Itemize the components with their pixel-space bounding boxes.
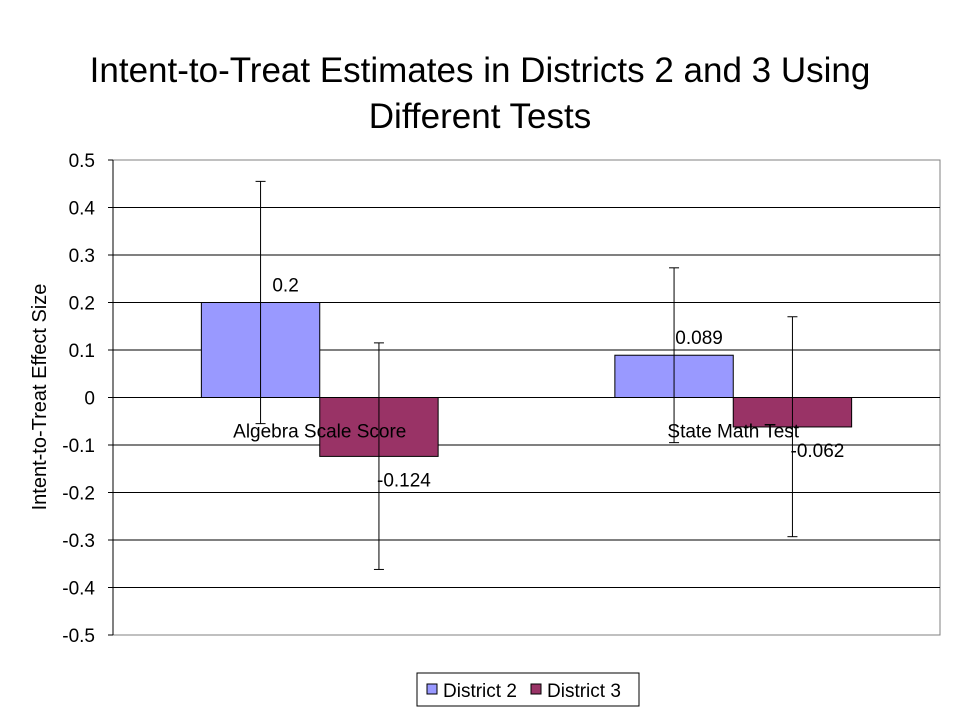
y-tick-label: 0.4 (69, 199, 96, 220)
category-labels: Algebra Scale Score State Math Test (233, 422, 800, 443)
y-tick-label: -0.3 (62, 531, 95, 552)
legend-swatch-district-3 (530, 683, 542, 695)
y-tick-label: 0.2 (69, 294, 95, 315)
chart-title-line-2: Different Tests (368, 97, 592, 136)
legend-swatch-district-2 (426, 683, 438, 695)
y-tick-label: 0.3 (69, 246, 95, 267)
data-label: 0.089 (675, 328, 723, 349)
y-tick-label: -0.4 (62, 579, 95, 600)
y-tick-label: -0.2 (62, 484, 95, 505)
error-bars (255, 180, 798, 570)
y-axis-ticks: 0.5 0.4 0.3 0.2 0.1 0 -0.1 -0.2 -0.3 -0.4 -0.5 (62, 151, 114, 647)
chart-title-line-1: Intent-to-Treat Estimates in Districts 2… (89, 51, 871, 90)
y-tick-label: -0.5 (62, 626, 95, 647)
data-labels: 0.2 0.089 -0.124 -0.062 (272, 276, 844, 492)
y-tick-label: -0.1 (62, 436, 95, 457)
data-label: -0.062 (791, 441, 845, 462)
y-tick-label: 0.1 (69, 341, 95, 362)
y-tick-label: 0.5 (69, 151, 95, 172)
y-tick-label: 0 (84, 389, 95, 410)
data-label: -0.124 (377, 470, 431, 491)
data-label: 0.2 (272, 276, 298, 297)
legend-label-district-2: District 2 (443, 681, 517, 702)
category-label: State Math Test (667, 422, 799, 443)
legend: District 2 District 3 (416, 672, 640, 707)
legend-box (416, 672, 640, 707)
chart-title: Intent-to-Treat Estimates in Districts 2… (40, 48, 920, 140)
legend-label-district-3: District 3 (547, 681, 621, 702)
category-label: Algebra Scale Score (233, 422, 406, 443)
y-axis-title: Intent-to-Treat Effect Size (29, 284, 51, 511)
